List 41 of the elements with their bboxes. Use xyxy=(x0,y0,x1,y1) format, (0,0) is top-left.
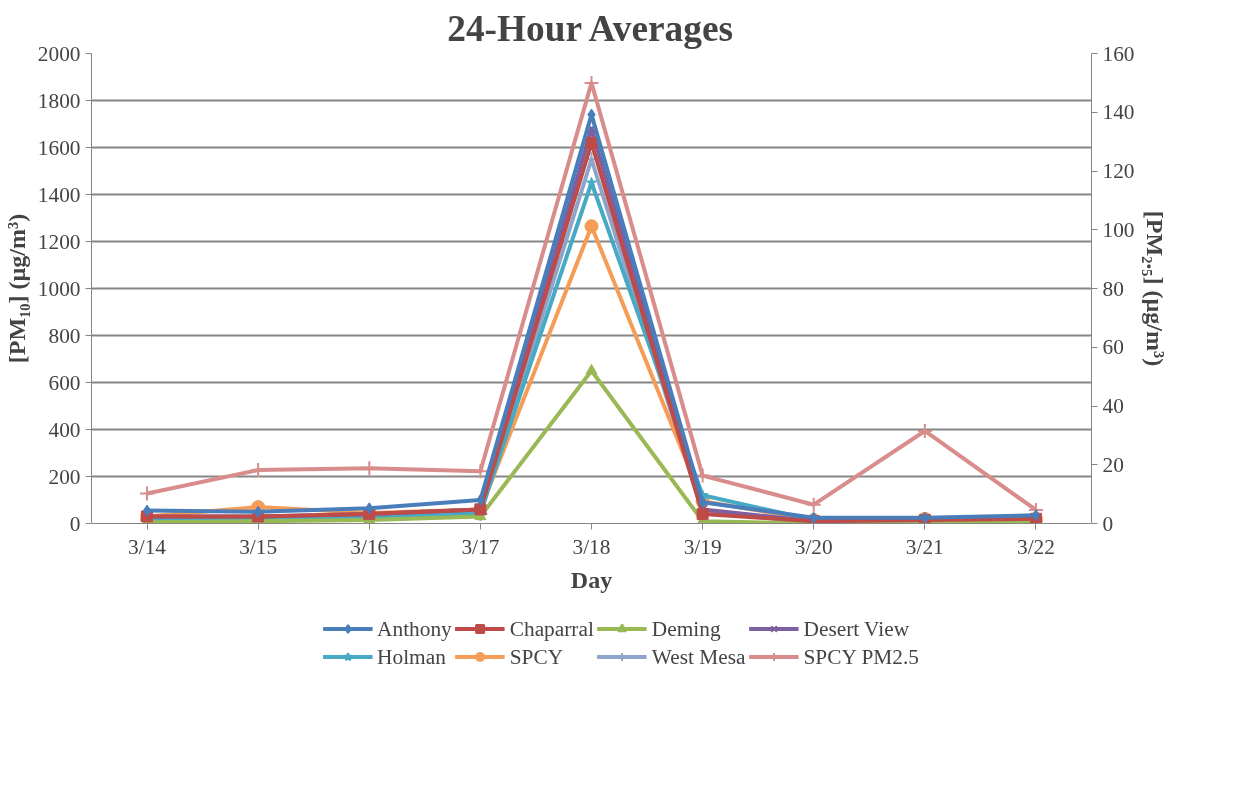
y-tick-label: 200 xyxy=(48,464,81,489)
x-tick-label: 3/21 xyxy=(905,534,944,559)
y-tick-label: 1400 xyxy=(37,182,81,207)
y2-axis-title: [PM₂.₅] (µg/m³) xyxy=(1142,210,1169,367)
chart-title: 24-Hour Averages xyxy=(447,7,734,49)
x-axis-title: Day xyxy=(570,566,613,593)
legend-label: Chaparral xyxy=(509,616,594,641)
y2-tick-label: 20 xyxy=(1102,452,1124,477)
legend-label: Anthony xyxy=(377,616,452,641)
y-axis-title: [PM₁₀] (µg/m³) xyxy=(3,213,30,364)
y-tick-label: 0 xyxy=(69,511,81,536)
legend-label: SPCY PM2.5 xyxy=(803,644,919,669)
x-tick-label: 3/22 xyxy=(1016,534,1055,559)
y2-tick-label: 40 xyxy=(1102,394,1124,418)
y-tick-label: 2000 xyxy=(37,41,81,66)
legend-label: SPCY xyxy=(509,644,564,669)
y-tick-label: 1200 xyxy=(37,229,81,254)
x-tick-label: 3/17 xyxy=(461,534,500,559)
y2-tick-label: 80 xyxy=(1102,276,1124,301)
y2-tick-label: 100 xyxy=(1102,217,1135,242)
y-tick-label: 1000 xyxy=(37,276,81,301)
y2-tick-label: 120 xyxy=(1102,159,1135,183)
legend-label: West Mesa xyxy=(651,644,746,669)
y-tick-label: 800 xyxy=(48,323,81,348)
y-tick-label: 1600 xyxy=(37,135,81,160)
y-tick-label: 400 xyxy=(48,417,81,442)
y2-tick-label: 160 xyxy=(1102,41,1135,66)
legend-label: Desert View xyxy=(803,616,910,641)
y-tick-label: 1800 xyxy=(37,88,81,113)
x-tick-label: 3/19 xyxy=(683,534,722,559)
x-tick-label: 3/18 xyxy=(572,534,611,559)
x-tick-label: 3/14 xyxy=(128,534,167,559)
y2-tick-label: 0 xyxy=(1102,511,1114,536)
x-tick-label: 3/20 xyxy=(794,534,833,559)
y2-tick-label: 140 xyxy=(1102,100,1135,125)
legend-label: Deming xyxy=(651,616,721,641)
x-tick-label: 3/15 xyxy=(239,534,278,559)
legend-label: Holman xyxy=(377,644,446,669)
y2-tick-label: 60 xyxy=(1102,335,1124,360)
y-tick-label: 600 xyxy=(48,370,81,395)
x-tick-label: 3/16 xyxy=(350,534,389,559)
